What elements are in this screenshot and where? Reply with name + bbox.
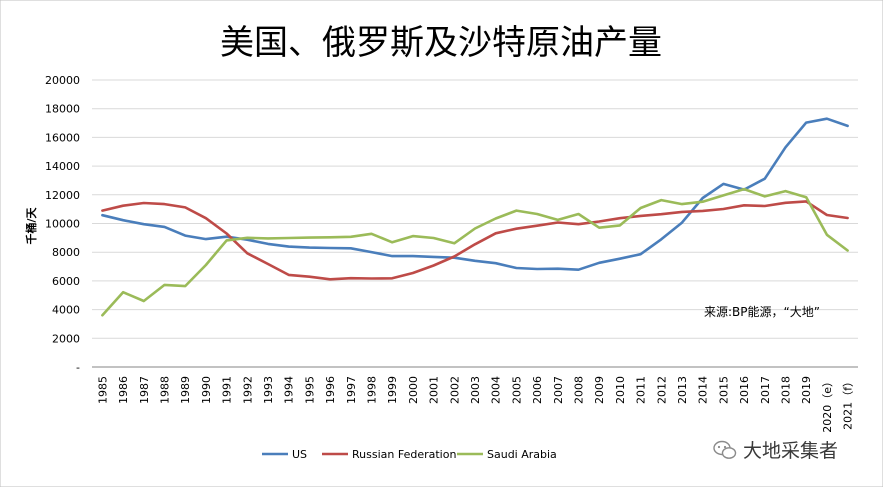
x-tick-label: 1997: [345, 376, 358, 404]
x-tick-label: 1993: [262, 376, 275, 404]
x-tick-label: 2002: [448, 376, 461, 404]
y-tick-label: 2000: [52, 332, 80, 345]
watermark-text: 大地采集者: [743, 440, 838, 462]
y-tick-label: 14000: [45, 160, 80, 173]
y-tick-label: 8000: [52, 246, 80, 259]
y-axis-label: 千桶/天: [24, 206, 38, 244]
x-tick-label: 2000: [407, 376, 420, 404]
source-annotation: 来源:BP能源，“大地”: [704, 305, 820, 319]
y-tick-label: 4000: [52, 304, 80, 317]
x-tick-label: 2010: [614, 376, 627, 404]
y-tick-label: 16000: [45, 131, 80, 144]
y-tick-label: 6000: [52, 275, 80, 288]
x-tick-label: 2015: [717, 376, 730, 404]
x-tick-label: 2005: [510, 376, 523, 404]
y-tick-label: 18000: [45, 103, 80, 116]
x-tick-label: 1996: [324, 376, 337, 404]
x-tick-label: 1989: [179, 376, 192, 404]
series-line-1: [101, 200, 849, 281]
series-layer: [101, 117, 849, 317]
x-tick-label: 2019: [800, 376, 813, 404]
series-line-0: [101, 117, 849, 272]
x-tick-label: 1987: [138, 376, 151, 404]
x-tick-label: 2011: [635, 376, 648, 404]
x-tick-label: 2018: [780, 376, 793, 404]
y-tick-label: 20000: [45, 74, 80, 87]
x-tick-label: 1998: [365, 376, 378, 404]
wechat-icon: [713, 440, 737, 459]
legend-label-1: Russian Federation: [352, 448, 456, 461]
x-tick-label: 1994: [283, 376, 296, 404]
x-tick-label: 1990: [200, 376, 213, 404]
x-tick-label: 2013: [676, 376, 689, 404]
y-axis-ticks: - 2000 4000 6000 8000 10000 12000 14000 16000 180…: [45, 74, 80, 374]
x-tick-label: 1988: [158, 376, 171, 404]
x-tick-label: 2020（e）: [821, 376, 834, 433]
legend-label-0: US: [292, 448, 307, 461]
x-tick-label: 2008: [573, 376, 586, 404]
series-line-2: [101, 187, 849, 317]
y-tick-label: 12000: [45, 189, 80, 202]
x-tick-label: 2007: [552, 376, 565, 404]
watermark: 大地采集者: [713, 440, 838, 462]
x-tick-label: 2001: [428, 376, 441, 404]
y-tick-label: -: [76, 361, 80, 374]
grid-lines: [92, 79, 858, 368]
x-tick-label: 2009: [593, 376, 606, 404]
x-tick-label: 2004: [490, 376, 503, 404]
x-tick-label: 2003: [469, 376, 482, 404]
x-tick-label: 2016: [738, 376, 751, 404]
x-tick-label: 2014: [697, 376, 710, 404]
x-tick-label: 2021（f）: [842, 376, 855, 430]
chart-title: 美国、俄罗斯及沙特原油产量: [220, 23, 662, 63]
x-tick-label: 1986: [117, 376, 130, 404]
x-tick-label: 1999: [386, 376, 399, 404]
x-tick-label: 1991: [221, 376, 234, 404]
legend-label-2: Saudi Arabia: [487, 448, 557, 461]
y-tick-label: 10000: [45, 218, 80, 231]
x-tick-label: 1992: [241, 376, 254, 404]
x-axis-ticks: 1985 1986 1987 1988 1989 1990 1991 1992 1993 1994…: [96, 376, 854, 433]
x-tick-label: 2017: [759, 376, 772, 404]
x-tick-label: 2012: [655, 376, 668, 404]
x-tick-label: 2006: [531, 376, 544, 404]
x-tick-label: 1995: [303, 376, 316, 404]
x-tick-label: 1985: [96, 376, 109, 404]
legend: US Russian Federation Saudi Arabia: [262, 448, 557, 461]
